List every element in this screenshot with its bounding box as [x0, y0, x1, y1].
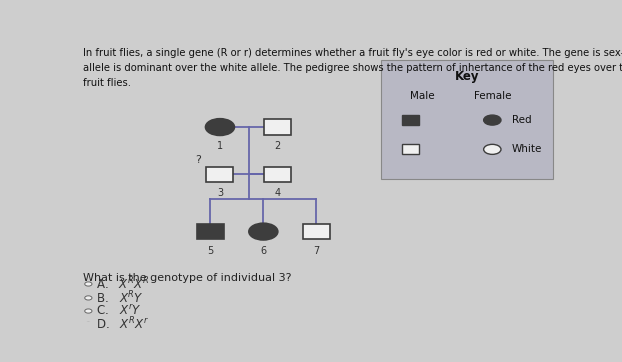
Text: ?: ?: [195, 155, 201, 165]
FancyBboxPatch shape: [381, 60, 552, 178]
Bar: [264, 167, 291, 182]
Text: 3: 3: [217, 188, 223, 198]
Circle shape: [205, 119, 234, 135]
Text: 1: 1: [217, 141, 223, 151]
Circle shape: [85, 322, 92, 327]
Bar: [402, 115, 419, 125]
Text: C.   $X^rY$: C. $X^rY$: [96, 304, 142, 318]
Text: Key: Key: [455, 70, 480, 83]
Text: 5: 5: [207, 245, 213, 256]
Text: fruit flies.: fruit flies.: [83, 78, 131, 88]
Bar: [197, 224, 224, 239]
Text: B.   $X^RY$: B. $X^RY$: [96, 290, 144, 306]
Text: 2: 2: [275, 141, 281, 151]
Bar: [402, 144, 419, 154]
Circle shape: [85, 282, 92, 286]
Text: allele is dominant over the white allele. The pedigree shows the pattern of inhe: allele is dominant over the white allele…: [83, 63, 622, 73]
Circle shape: [85, 309, 92, 313]
Text: 4: 4: [275, 188, 281, 198]
Text: D.   $X^RX^r$: D. $X^RX^r$: [96, 316, 150, 333]
Bar: [264, 119, 291, 135]
Text: 7: 7: [313, 245, 320, 256]
Text: In fruit flies, a single gene (R or r) determines whether a fruit fly's eye colo: In fruit flies, a single gene (R or r) d…: [83, 48, 622, 58]
Text: White: White: [512, 144, 542, 154]
Circle shape: [249, 223, 278, 240]
Bar: [207, 167, 233, 182]
Text: 6: 6: [260, 245, 266, 256]
Circle shape: [85, 296, 92, 300]
Circle shape: [484, 144, 501, 154]
Text: Male: Male: [410, 91, 435, 101]
Text: A.   $X^RX^R$: A. $X^RX^R$: [96, 276, 150, 292]
Text: Red: Red: [512, 115, 531, 125]
Text: What is the genotype of individual 3?: What is the genotype of individual 3?: [83, 273, 291, 283]
Text: Female: Female: [473, 91, 511, 101]
Bar: [303, 224, 330, 239]
Circle shape: [484, 115, 501, 125]
